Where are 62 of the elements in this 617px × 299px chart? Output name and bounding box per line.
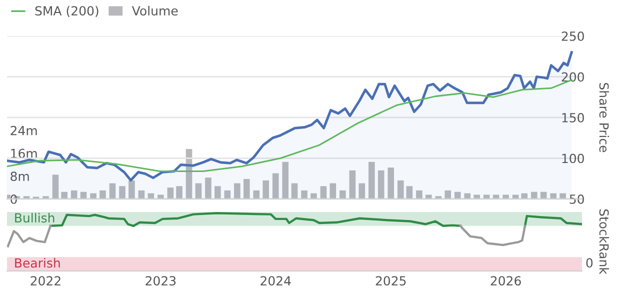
y-tick-label: 200 bbox=[562, 72, 584, 82]
bar bbox=[560, 193, 566, 199]
bar bbox=[301, 190, 308, 199]
bar bbox=[378, 170, 384, 199]
bar bbox=[243, 178, 250, 199]
bar bbox=[128, 180, 135, 199]
y-tick-label: 250 bbox=[562, 31, 584, 41]
bar bbox=[195, 183, 202, 199]
text: 0 bbox=[586, 258, 593, 268]
y2-tick-label: 24m bbox=[10, 126, 37, 136]
bar bbox=[521, 193, 528, 199]
bar bbox=[320, 186, 327, 199]
bar bbox=[406, 186, 413, 199]
bar bbox=[416, 190, 422, 199]
bar bbox=[176, 186, 182, 199]
bar bbox=[214, 186, 221, 199]
bar bbox=[444, 190, 452, 199]
bar bbox=[234, 183, 240, 199]
bar bbox=[100, 190, 106, 199]
bar bbox=[272, 173, 279, 199]
bar bbox=[282, 162, 289, 199]
y2-tick-label: 8m bbox=[10, 172, 29, 182]
bar bbox=[340, 190, 346, 199]
bar bbox=[474, 194, 480, 199]
bar bbox=[425, 194, 432, 199]
bar bbox=[388, 168, 394, 199]
legend-label: Volume bbox=[132, 6, 178, 16]
x-tick-label: 2026 bbox=[490, 276, 521, 286]
bar bbox=[454, 192, 461, 199]
x-tick-label: 2025 bbox=[376, 276, 406, 286]
y-axis-title: StockRank bbox=[599, 209, 609, 274]
bar bbox=[530, 192, 538, 199]
y-axis-title: Share Price bbox=[599, 83, 609, 152]
bar bbox=[397, 180, 404, 199]
y-tick-label: 100 bbox=[562, 154, 584, 164]
x-tick-label: 2022 bbox=[30, 276, 60, 286]
band-label: Bearish bbox=[15, 258, 60, 268]
x-tick-label: 2023 bbox=[146, 276, 176, 286]
bar bbox=[158, 194, 164, 199]
bar bbox=[368, 162, 375, 199]
bar bbox=[349, 170, 356, 199]
bar bbox=[330, 183, 336, 199]
bar bbox=[358, 183, 366, 199]
bar bbox=[291, 183, 298, 199]
bar bbox=[550, 193, 556, 199]
bar bbox=[502, 194, 509, 199]
bar bbox=[262, 180, 269, 199]
bar bbox=[310, 193, 317, 199]
bar bbox=[464, 193, 471, 199]
band-label: Bullish bbox=[15, 212, 54, 223]
bar bbox=[109, 183, 116, 199]
bar bbox=[42, 196, 49, 199]
bar bbox=[61, 192, 68, 199]
bar bbox=[253, 190, 260, 199]
bar bbox=[119, 186, 126, 199]
x-tick-label: 2024 bbox=[260, 276, 291, 286]
bar bbox=[52, 174, 59, 199]
bar bbox=[90, 193, 96, 199]
legend-label: SMA (200) bbox=[35, 6, 98, 18]
bar bbox=[167, 188, 174, 199]
y-tick-label: 150 bbox=[562, 112, 584, 122]
bar bbox=[205, 178, 212, 199]
